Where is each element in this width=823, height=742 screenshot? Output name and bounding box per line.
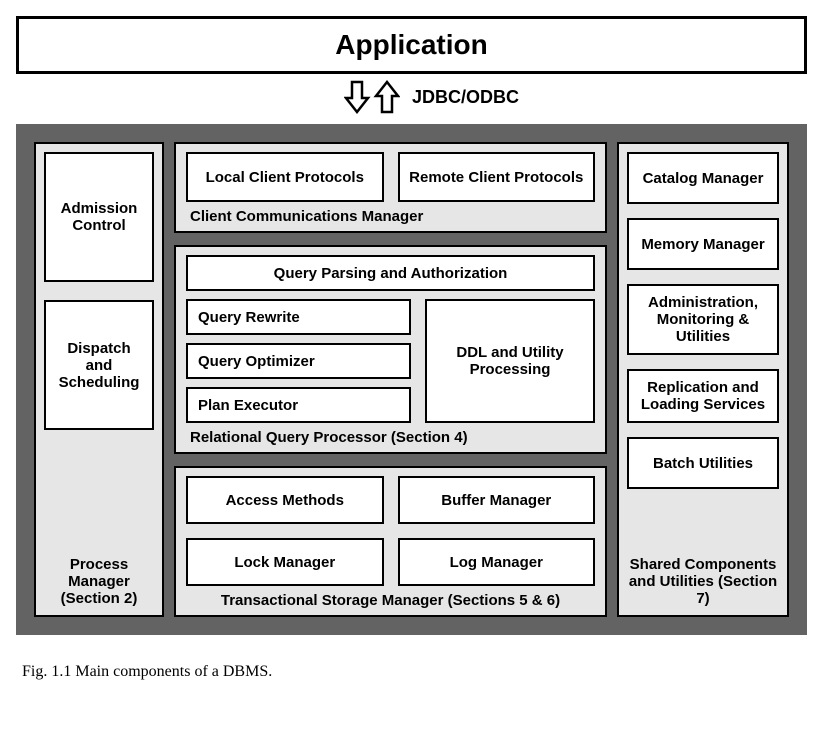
- figure-caption: Fig. 1.1 Main components of a DBMS.: [22, 663, 807, 681]
- dispatch-scheduling-box: Dispatch and Scheduling: [44, 300, 154, 430]
- dbms-outer: Admission Control Dispatch and Schedulin…: [16, 124, 807, 635]
- admin-monitoring-label: Administration, Monitoring & Utilities: [635, 294, 771, 345]
- ddl-utility-box: DDL and Utility Processing: [425, 299, 595, 423]
- local-client-protocols-box: Local Client Protocols: [186, 152, 384, 202]
- query-optimizer-label: Query Optimizer: [198, 353, 315, 370]
- middle-column: Local Client Protocols Remote Client Pro…: [174, 142, 607, 617]
- bidirectional-arrow-icon: [344, 80, 400, 114]
- local-client-protocols-label: Local Client Protocols: [206, 169, 364, 186]
- tsm-title: Transactional Storage Manager (Sections …: [186, 592, 595, 609]
- tsm-section: Access Methods Buffer Manager Lock Manag…: [174, 466, 607, 617]
- ccm-section: Local Client Protocols Remote Client Pro…: [174, 142, 607, 233]
- lock-manager-label: Lock Manager: [234, 554, 335, 571]
- query-rewrite-label: Query Rewrite: [198, 309, 300, 326]
- buffer-manager-label: Buffer Manager: [441, 492, 551, 509]
- process-manager-section: Admission Control Dispatch and Schedulin…: [34, 142, 164, 617]
- query-parsing-box: Query Parsing and Authorization: [186, 255, 595, 291]
- ccm-title: Client Communications Manager: [186, 208, 595, 225]
- plan-executor-box: Plan Executor: [186, 387, 411, 423]
- catalog-manager-label: Catalog Manager: [643, 170, 764, 187]
- memory-manager-box: Memory Manager: [627, 218, 779, 270]
- ddl-utility-label: DDL and Utility Processing: [433, 344, 587, 378]
- application-box: Application: [16, 16, 807, 74]
- query-parsing-label: Query Parsing and Authorization: [274, 265, 508, 282]
- process-manager-title: Process Manager (Section 2): [44, 556, 154, 607]
- query-optimizer-box: Query Optimizer: [186, 343, 411, 379]
- shared-section: Catalog Manager Memory Manager Administr…: [617, 142, 789, 617]
- buffer-manager-box: Buffer Manager: [398, 476, 596, 524]
- access-methods-label: Access Methods: [226, 492, 344, 509]
- replication-loading-box: Replication and Loading Services: [627, 369, 779, 423]
- log-manager-box: Log Manager: [398, 538, 596, 586]
- qp-section: Query Parsing and Authorization Query Re…: [174, 245, 607, 454]
- replication-loading-label: Replication and Loading Services: [635, 379, 771, 413]
- application-label: Application: [335, 29, 487, 60]
- connector-row: JDBC/ODBC: [16, 80, 807, 114]
- dispatch-scheduling-label: Dispatch and Scheduling: [52, 340, 146, 391]
- memory-manager-label: Memory Manager: [641, 236, 764, 253]
- admission-control-box: Admission Control: [44, 152, 154, 282]
- access-methods-box: Access Methods: [186, 476, 384, 524]
- lock-manager-box: Lock Manager: [186, 538, 384, 586]
- plan-executor-label: Plan Executor: [198, 397, 298, 414]
- catalog-manager-box: Catalog Manager: [627, 152, 779, 204]
- remote-client-protocols-box: Remote Client Protocols: [398, 152, 596, 202]
- connector-label: JDBC/ODBC: [412, 87, 519, 108]
- batch-utilities-box: Batch Utilities: [627, 437, 779, 489]
- remote-client-protocols-label: Remote Client Protocols: [409, 169, 583, 186]
- admission-control-label: Admission Control: [52, 200, 146, 234]
- batch-utilities-label: Batch Utilities: [653, 455, 753, 472]
- log-manager-label: Log Manager: [450, 554, 543, 571]
- qp-title: Relational Query Processor (Section 4): [186, 429, 595, 446]
- shared-title: Shared Components and Utilities (Section…: [627, 556, 779, 607]
- admin-monitoring-box: Administration, Monitoring & Utilities: [627, 284, 779, 355]
- query-rewrite-box: Query Rewrite: [186, 299, 411, 335]
